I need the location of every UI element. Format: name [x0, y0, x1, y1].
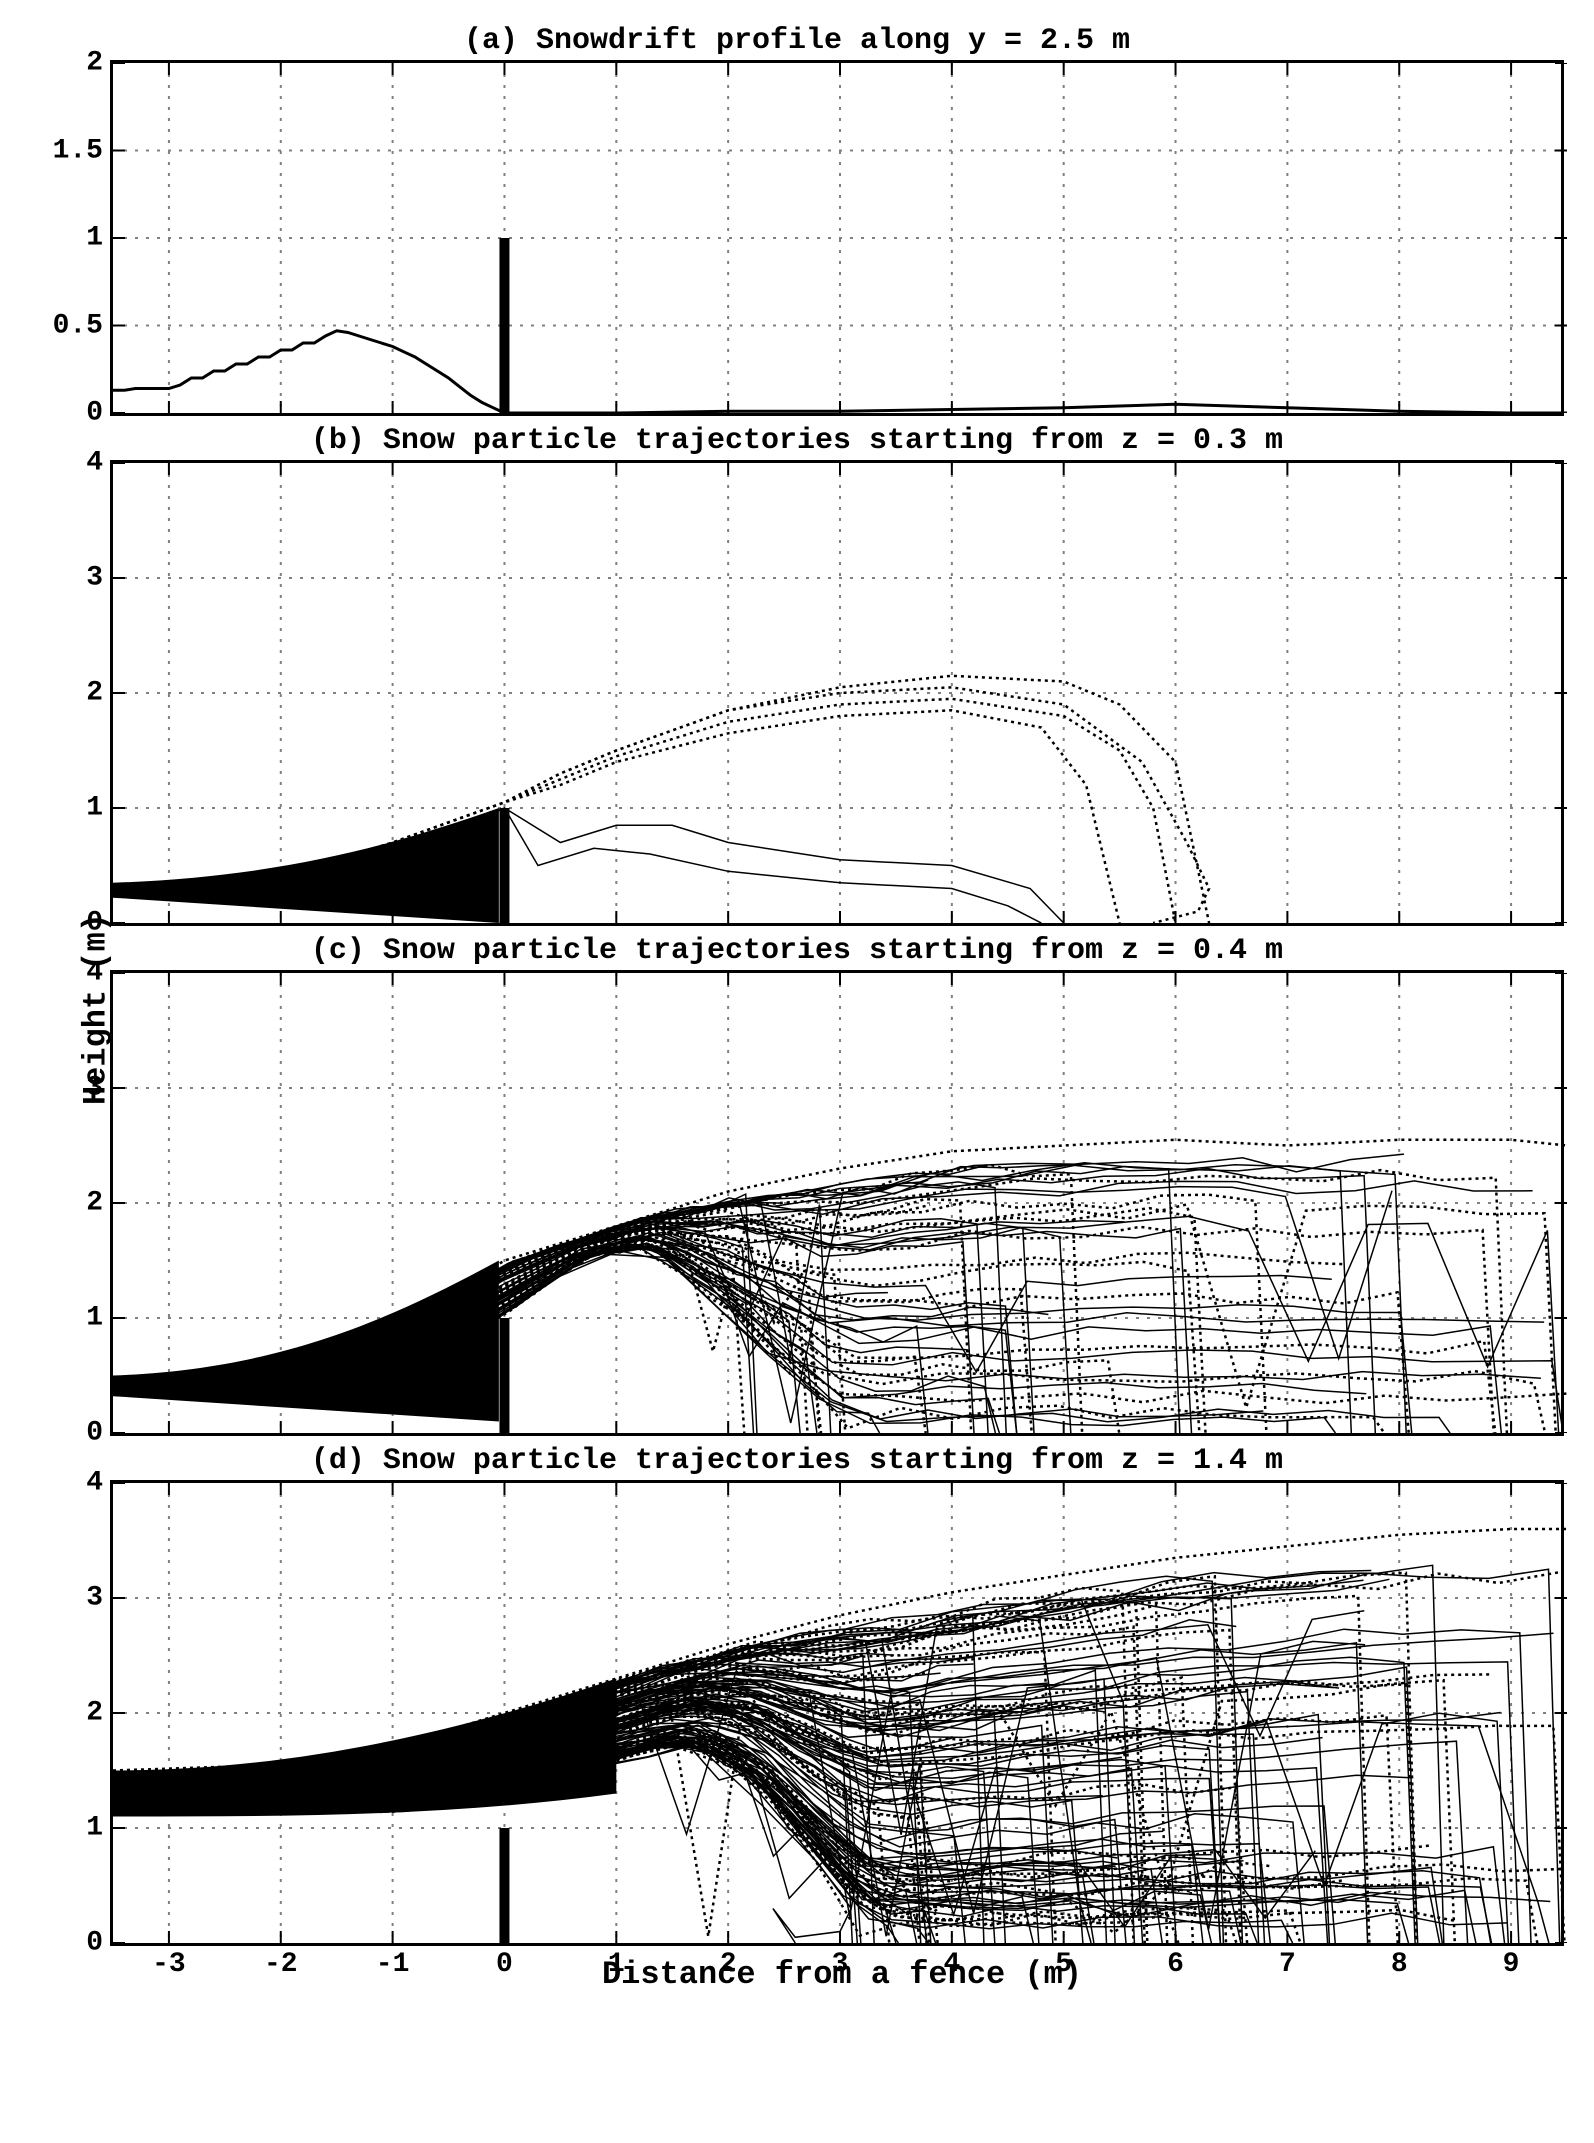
- figure: Height (m) (a) Snowdrift profile along y…: [20, 24, 1574, 1993]
- ytick-label: 2: [86, 678, 113, 709]
- ytick-label: 2: [86, 48, 113, 79]
- panel-d: (d) Snow particle trajectories starting …: [20, 1444, 1574, 1946]
- xtick-label: 1: [608, 1943, 625, 1980]
- xtick-label: 6: [1167, 1943, 1184, 1980]
- xtick-label: 9: [1503, 1943, 1520, 1980]
- ytick-label: 2: [86, 1698, 113, 1729]
- plot-area-a: 00.511.52: [110, 60, 1564, 416]
- panel-b: (b) Snow particle trajectories starting …: [20, 424, 1574, 926]
- panel-title-a: (a) Snowdrift profile along y = 2.5 m: [20, 24, 1574, 58]
- plot-area-b: 01234: [110, 460, 1564, 926]
- xtick-label: 8: [1391, 1943, 1408, 1980]
- panel-title-b: (b) Snow particle trajectories starting …: [20, 424, 1574, 458]
- xtick-label: -2: [264, 1943, 298, 1980]
- xtick-label: 7: [1279, 1943, 1296, 1980]
- ytick-label: 3: [86, 1583, 113, 1614]
- ytick-label: 1: [86, 1813, 113, 1844]
- ytick-label: 4: [86, 958, 113, 989]
- ytick-label: 1: [86, 223, 113, 254]
- ytick-label: 4: [86, 1468, 113, 1499]
- ytick-label: 4: [86, 448, 113, 479]
- ytick-label: 2: [86, 1188, 113, 1219]
- ytick-label: 0.5: [53, 310, 113, 341]
- ytick-label: 3: [86, 1073, 113, 1104]
- panel-c: (c) Snow particle trajectories starting …: [20, 934, 1574, 1436]
- panel-a: (a) Snowdrift profile along y = 2.5 m00.…: [20, 24, 1574, 416]
- ytick-label: 0: [86, 1928, 113, 1959]
- xtick-label: 0: [496, 1943, 513, 1980]
- ytick-label: 3: [86, 563, 113, 594]
- xtick-label: -3: [152, 1943, 186, 1980]
- xtick-label: -1: [376, 1943, 410, 1980]
- panel-title-c: (c) Snow particle trajectories starting …: [20, 934, 1574, 968]
- ytick-label: 1.5: [53, 135, 113, 166]
- plot-area-c: 01234: [110, 970, 1564, 1436]
- panel-title-d: (d) Snow particle trajectories starting …: [20, 1444, 1574, 1478]
- xtick-label: 2: [720, 1943, 737, 1980]
- xtick-label: 5: [1055, 1943, 1072, 1980]
- ytick-label: 1: [86, 1303, 113, 1334]
- xtick-label: 3: [832, 1943, 849, 1980]
- ytick-label: 1: [86, 793, 113, 824]
- plot-area-d: 01234-3-2-10123456789: [110, 1480, 1564, 1946]
- xtick-label: 4: [943, 1943, 960, 1980]
